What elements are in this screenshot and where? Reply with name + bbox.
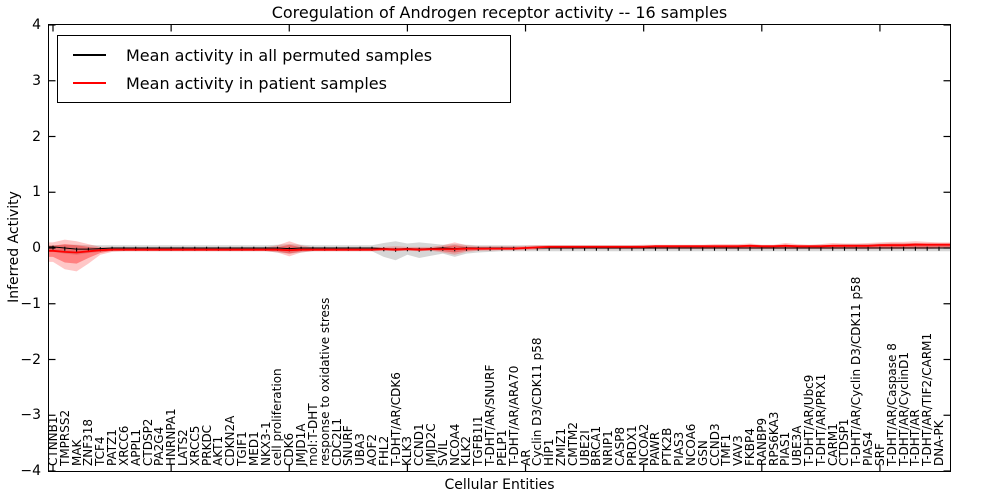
- y-tick-label: 3: [32, 72, 41, 89]
- y-tick-label: 1: [32, 184, 41, 201]
- y-tick-label: −3: [20, 407, 41, 424]
- patient-mean-line: [49, 243, 950, 254]
- x-axis-label: Cellular Entities: [444, 477, 555, 493]
- legend-line-red: [73, 82, 106, 84]
- legend-label: Mean activity in patient samples: [126, 73, 387, 93]
- chart-title: Coregulation of Androgen receptor activi…: [271, 3, 728, 22]
- legend-label: Mean activity in all permuted samples: [126, 45, 433, 65]
- legend-row: Mean activity in all permuted samples: [58, 41, 510, 69]
- legend: Mean activity in all permuted samples Me…: [57, 35, 511, 103]
- band-patient-distribution-outer: [49, 239, 950, 272]
- legend-line-black: [73, 54, 106, 56]
- y-tick-label: 2: [32, 128, 41, 145]
- legend-row: Mean activity in patient samples: [58, 69, 510, 97]
- y-tick-label: −2: [20, 351, 41, 368]
- x-tick-label: DNA-PK: [932, 420, 946, 466]
- y-tick-label: −4: [20, 463, 41, 479]
- y-tick-label: −1: [20, 295, 41, 312]
- plot-svg: [49, 25, 950, 471]
- plot-area: [48, 24, 951, 472]
- y-tick-label: 4: [32, 17, 41, 33]
- y-tick-label: 0: [32, 240, 41, 256]
